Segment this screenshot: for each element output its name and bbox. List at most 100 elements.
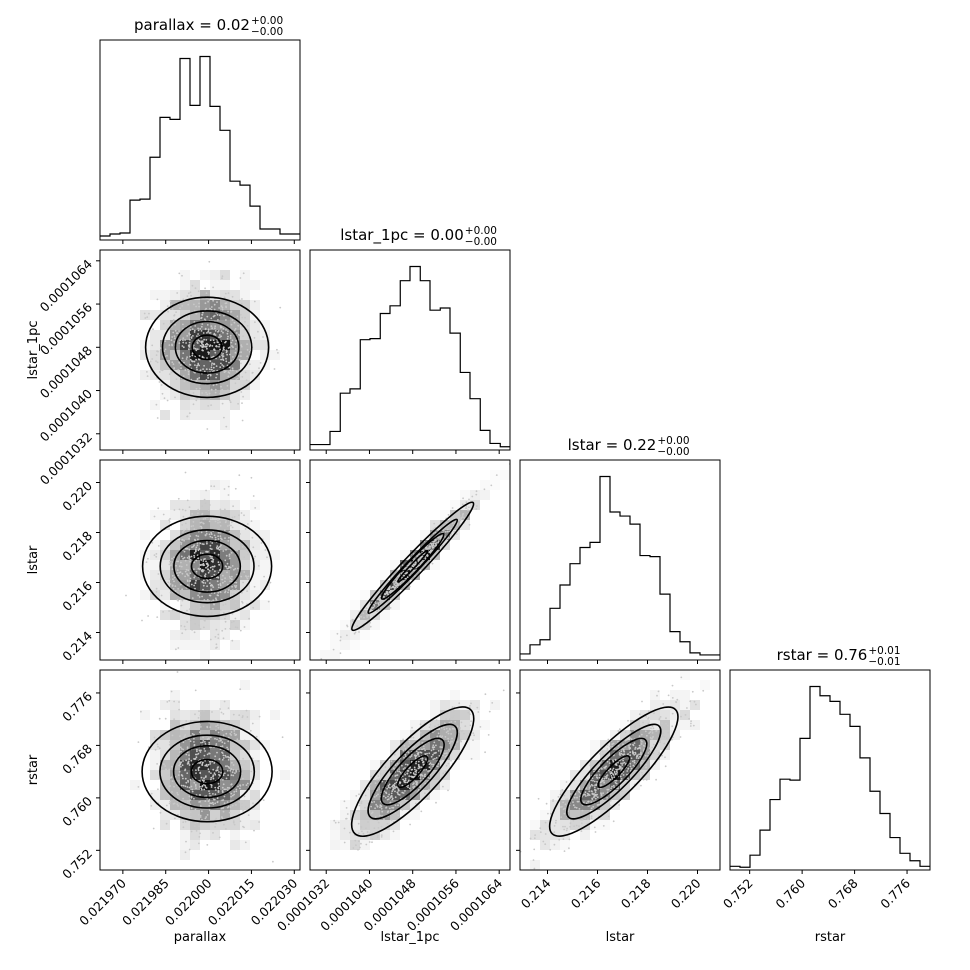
density-cell: [220, 330, 230, 340]
sample-point: [200, 521, 203, 524]
density-cell: [150, 800, 160, 810]
sample-point: [177, 805, 180, 807]
sample-point: [216, 594, 219, 597]
density-cell: [230, 400, 240, 410]
sample-point: [183, 625, 186, 628]
sample-point: [201, 355, 204, 358]
sample-point: [412, 776, 415, 779]
sample-point: [226, 746, 229, 749]
sample-point: [219, 708, 222, 710]
sample-point: [277, 352, 279, 354]
density-cell: [220, 270, 230, 280]
density-cell: [340, 820, 350, 830]
sample-point: [557, 796, 560, 798]
sample-point: [472, 732, 475, 735]
sample-point: [218, 356, 221, 358]
sample-point: [360, 826, 363, 829]
sample-point: [242, 272, 245, 275]
sample-point: [228, 565, 230, 568]
sample-point: [384, 796, 387, 799]
density-cell: [230, 800, 240, 810]
sample-point: [408, 585, 411, 588]
sample-point: [211, 801, 214, 804]
sample-point: [206, 551, 209, 553]
sample-point: [231, 367, 234, 370]
sample-point: [218, 773, 220, 776]
sample-point: [178, 708, 181, 711]
sample-point: [603, 766, 606, 769]
sample-point: [381, 815, 383, 817]
sample-point: [228, 530, 231, 533]
density-cell: [450, 690, 460, 700]
sample-point: [180, 604, 183, 607]
sample-point: [252, 606, 255, 609]
sample-point: [186, 295, 189, 297]
density-cell: [190, 830, 200, 840]
sample-point: [269, 581, 272, 584]
sample-point: [251, 722, 254, 725]
sample-point: [615, 770, 618, 773]
sample-point: [569, 825, 571, 828]
sample-point: [209, 617, 212, 620]
sample-point: [390, 819, 393, 822]
sample-point: [218, 548, 221, 551]
sample-point: [631, 750, 634, 753]
sample-point: [630, 738, 633, 740]
sample-point: [200, 527, 203, 529]
density-cell: [210, 320, 220, 330]
density-cell: [270, 710, 280, 720]
sample-point: [234, 586, 237, 589]
sample-point: [589, 785, 592, 787]
sample-point: [222, 352, 225, 355]
density-cell: [160, 790, 170, 800]
sample-point: [225, 788, 227, 791]
sample-point: [667, 694, 670, 697]
sample-point: [614, 797, 616, 799]
sample-point: [242, 757, 245, 760]
sample-point: [194, 347, 197, 350]
sample-point: [232, 620, 235, 623]
sample-point: [168, 610, 171, 612]
density-cell: [660, 700, 670, 710]
sample-point: [213, 485, 216, 488]
sample-point: [209, 763, 212, 765]
sample-point: [228, 557, 231, 560]
density-cell: [180, 710, 190, 720]
sample-point: [356, 625, 359, 627]
sample-point: [484, 751, 486, 754]
density-cell: [190, 330, 200, 340]
density-cell: [210, 340, 220, 350]
sample-point: [250, 520, 253, 522]
sample-point: [222, 346, 225, 349]
sample-point: [409, 756, 412, 758]
density-cell: [230, 350, 240, 360]
sample-point: [226, 567, 229, 570]
density-cell: [210, 540, 220, 550]
sample-point: [529, 837, 532, 840]
density-cell: [250, 500, 260, 510]
sample-point: [588, 805, 590, 807]
density-cell: [200, 650, 210, 660]
sample-point: [212, 832, 214, 834]
x-axis-label: parallax: [174, 930, 227, 945]
sample-point: [449, 741, 452, 743]
sample-point: [651, 732, 654, 734]
sample-point: [189, 355, 191, 358]
density-cell: [200, 390, 210, 400]
density-cell: [200, 490, 210, 500]
sample-point: [448, 721, 451, 724]
sample-point: [223, 772, 226, 775]
density-cell: [210, 560, 220, 570]
sample-point: [245, 576, 248, 578]
sample-point: [637, 757, 640, 759]
density-cell: [140, 350, 150, 360]
density-cell: [530, 820, 540, 830]
sample-point: [690, 722, 692, 725]
sample-point: [225, 777, 228, 780]
y-axis-label: rstar: [26, 754, 41, 785]
sample-point: [428, 760, 430, 762]
sample-point: [617, 744, 620, 747]
sample-point: [195, 358, 198, 361]
sample-point: [241, 419, 244, 422]
sample-point: [183, 361, 185, 364]
